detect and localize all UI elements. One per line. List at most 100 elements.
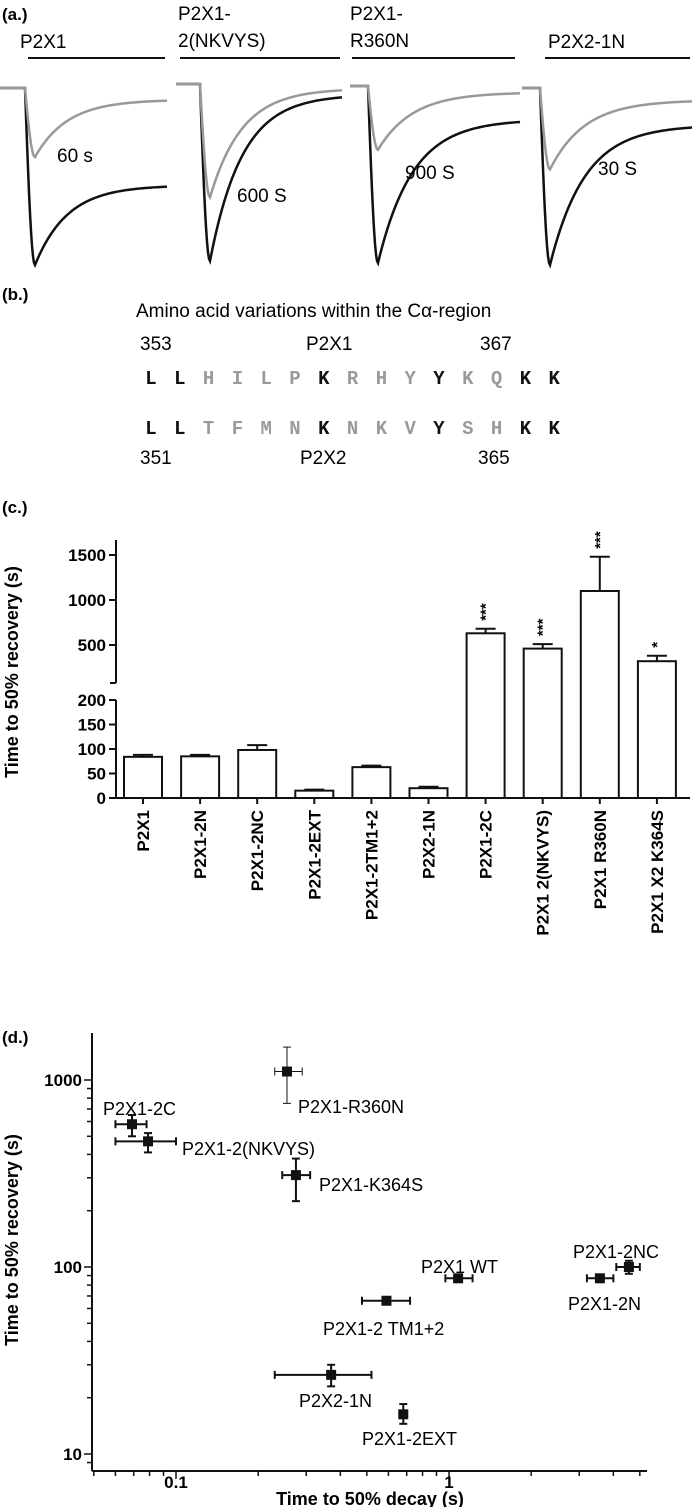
y-tick-label: 1500 bbox=[68, 546, 106, 565]
control-response-trace bbox=[0, 86, 168, 269]
residue: K bbox=[318, 368, 330, 390]
bar bbox=[123, 755, 163, 800]
data-point bbox=[398, 1409, 409, 1420]
alignment-title: Amino acid variations within the Cα-regi… bbox=[136, 301, 491, 322]
residue: F bbox=[232, 418, 243, 440]
residue: S bbox=[462, 418, 473, 440]
y-tick-label: 1000 bbox=[68, 591, 106, 610]
y-tick-label: 50 bbox=[87, 765, 106, 784]
interval-label: 600 S bbox=[237, 186, 287, 207]
y-tick-label: 1000 bbox=[44, 1071, 82, 1090]
point-label: P2X1-R360N bbox=[298, 1097, 404, 1117]
trace-title: P2X2-1N bbox=[548, 32, 625, 53]
residue: L bbox=[174, 418, 185, 440]
bar bbox=[636, 660, 677, 800]
y-tick-label: 0 bbox=[97, 789, 106, 808]
trace-title: P2X1- bbox=[350, 4, 403, 25]
y-tick-label: 500 bbox=[78, 636, 106, 655]
recovery-response-trace bbox=[522, 86, 693, 172]
trace-title: P2X1 bbox=[20, 32, 66, 53]
bar bbox=[294, 789, 335, 800]
x-tick-label: P2X1 X2 K364S bbox=[648, 810, 667, 934]
data-point bbox=[290, 1170, 301, 1181]
residue: H bbox=[376, 368, 387, 390]
x-tick-label: P2X2-1N bbox=[420, 810, 439, 879]
point-label: P2X1-2NC bbox=[573, 1242, 659, 1262]
residue: P bbox=[289, 368, 300, 390]
bar bbox=[465, 632, 506, 799]
significance-marker: * bbox=[649, 642, 666, 648]
residue: K bbox=[548, 368, 560, 390]
residue: Y bbox=[433, 368, 445, 390]
point-label: P2X1-2N bbox=[568, 1294, 641, 1314]
scatter-chart: Time to 50% recovery (s) Time to 50% dec… bbox=[2, 1033, 659, 1507]
x-tick-label: 0.1 bbox=[164, 1473, 188, 1492]
residue: K bbox=[548, 418, 560, 440]
x-tick-label: P2X1-2NC bbox=[248, 810, 267, 891]
p2x2-end-number: 365 bbox=[478, 448, 510, 469]
recovery-response-trace bbox=[176, 82, 343, 201]
data-point bbox=[594, 1273, 605, 1284]
interval-label: 30 S bbox=[598, 159, 637, 180]
bar bbox=[351, 766, 392, 800]
panel-c-label: (c.) bbox=[2, 498, 28, 517]
residue: Y bbox=[433, 418, 445, 440]
p2x2-name: P2X2 bbox=[300, 448, 346, 469]
p2x2-start-number: 351 bbox=[140, 448, 172, 469]
x-tick-label: P2X1-2EXT bbox=[305, 809, 324, 899]
significance-marker: *** bbox=[535, 618, 552, 636]
current-traces-panel: P2X1 60 s P2X1- 2(NKVYS) 600 S P2X1- R360N 900 … bbox=[0, 4, 693, 269]
control-response-trace bbox=[522, 86, 693, 269]
data-point bbox=[453, 1273, 464, 1284]
bar bbox=[180, 755, 221, 799]
residue: V bbox=[404, 418, 416, 440]
y-tick-label: 100 bbox=[78, 740, 106, 759]
residue: M bbox=[260, 418, 271, 440]
y-tick-label: 100 bbox=[54, 1258, 82, 1277]
sequence-alignment-panel: Amino acid variations within the Cα-regi… bbox=[136, 301, 560, 469]
bar bbox=[522, 647, 563, 799]
control-response-trace bbox=[350, 84, 521, 267]
residue: H bbox=[203, 368, 214, 390]
panel-a-label: (a.) bbox=[2, 5, 28, 24]
data-point bbox=[326, 1369, 337, 1380]
point-label: P2X1-2(NKVYS) bbox=[182, 1139, 315, 1159]
residue: K bbox=[520, 368, 532, 390]
bar bbox=[237, 748, 278, 799]
data-point bbox=[623, 1262, 634, 1272]
residue: T bbox=[203, 418, 214, 440]
residue: L bbox=[260, 368, 271, 390]
point-label: P2X1-2EXT bbox=[362, 1429, 457, 1449]
residue: Y bbox=[404, 368, 416, 390]
bar-chart-y-axis-label: Time to 50% recovery (s) bbox=[2, 566, 22, 778]
recovery-response-trace bbox=[350, 84, 521, 152]
residue: L bbox=[145, 368, 156, 390]
x-tick-label: P2X1-2N bbox=[191, 810, 210, 879]
point-label: P2X1-K364S bbox=[319, 1175, 423, 1195]
bar bbox=[408, 787, 449, 800]
residue: K bbox=[520, 418, 532, 440]
residue: K bbox=[462, 368, 474, 390]
trace-title: 2(NKVYS) bbox=[178, 31, 266, 52]
scatter-x-axis-label: Time to 50% decay (s) bbox=[276, 1489, 464, 1507]
point-label: P2X2-1N bbox=[299, 1391, 372, 1411]
significance-marker: *** bbox=[478, 603, 495, 621]
recovery-response-trace bbox=[0, 86, 168, 159]
residue: N bbox=[347, 418, 358, 440]
panel-b-label: (b.) bbox=[2, 285, 28, 304]
bar-chart: Time to 50% recovery (s) 0 50 100 150 200 500… bbox=[2, 531, 690, 936]
bar bbox=[579, 590, 620, 799]
point-label: P2X1-2 TM1+2 bbox=[323, 1319, 444, 1339]
data-point bbox=[127, 1119, 138, 1130]
residue: R bbox=[347, 368, 359, 390]
p2x1-name: P2X1 bbox=[306, 334, 352, 355]
x-tick-label: P2X1-2TM1+2 bbox=[362, 810, 381, 920]
y-tick-label: 200 bbox=[78, 691, 106, 710]
x-tick-label: P2X1 2(NKVYS) bbox=[534, 810, 553, 936]
x-tick-label: 1 bbox=[444, 1473, 453, 1492]
residue: K bbox=[376, 418, 388, 440]
x-tick-label: P2X1 R360N bbox=[591, 810, 610, 909]
scatter-y-axis-label: Time to 50% recovery (s) bbox=[2, 1134, 22, 1346]
trace-title: R360N bbox=[350, 31, 409, 52]
